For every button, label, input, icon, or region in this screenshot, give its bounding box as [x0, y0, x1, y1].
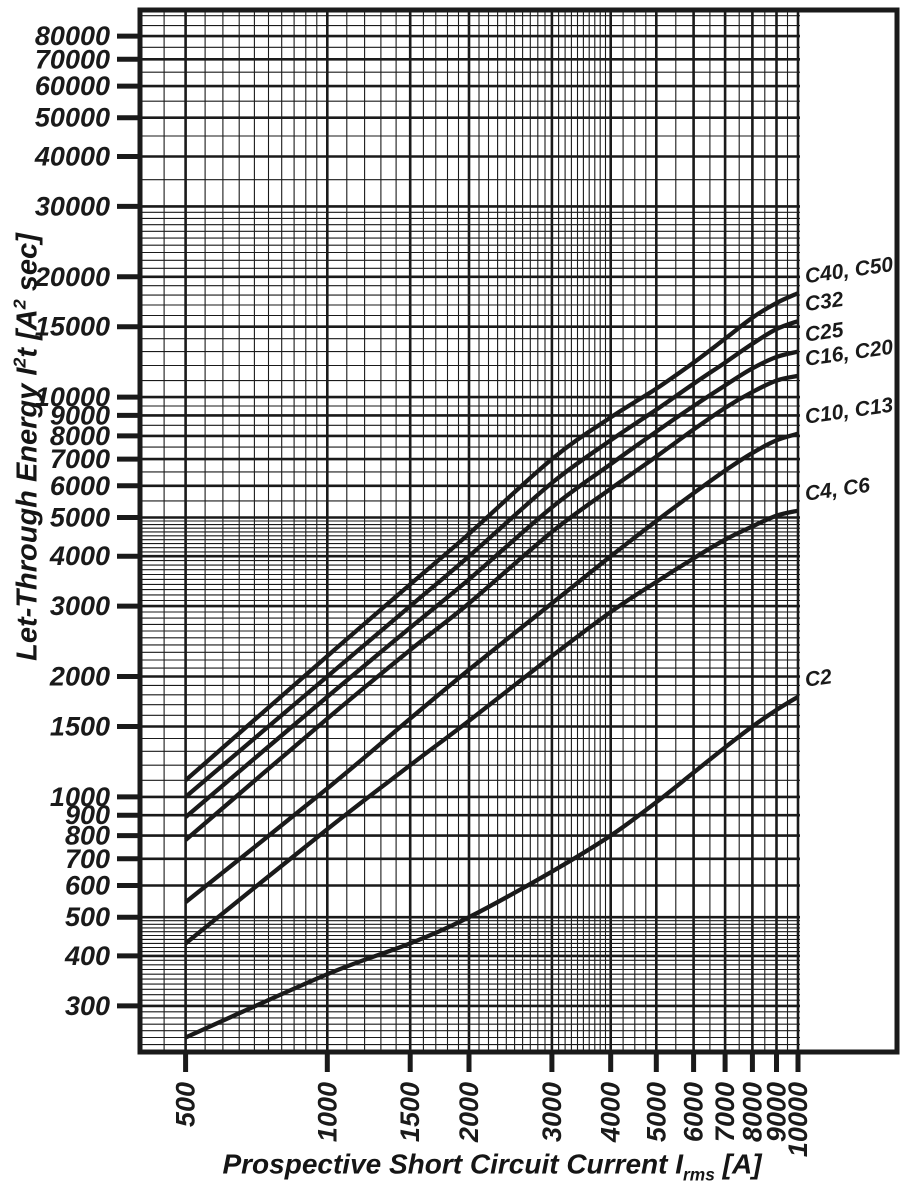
x-axis-title-text: Prospective Short Circuit Current I [222, 1148, 684, 1180]
x-tick-label: 1500 [395, 1082, 425, 1142]
curve-label: C40, C50 [803, 253, 894, 288]
x-tick-label: 6000 [679, 1082, 709, 1142]
y-tick-label: 4000 [49, 541, 110, 571]
x-tick-label: 7000 [710, 1082, 740, 1142]
x-tick-label: 4000 [596, 1082, 626, 1143]
y-tick-label: 1000 [50, 782, 110, 812]
y-axis-title-text: t [A [11, 309, 44, 358]
y-tick-label: 8000 [50, 421, 110, 451]
curve-label: C32 [803, 288, 845, 316]
x-axis-title-text: [A] [714, 1148, 762, 1180]
y-axis-superscript: 2 [9, 299, 30, 310]
y-tick-label: 900 [65, 800, 110, 830]
curve-c4-c6 [184, 508, 799, 946]
y-tick-label: 15000 [35, 312, 110, 342]
curve-c10-c13 [184, 431, 799, 904]
y-tick-label: 9000 [50, 400, 110, 430]
curves [184, 291, 800, 1040]
grid-major [140, 10, 800, 1052]
curve-c16-c20 [184, 373, 799, 842]
y-tick-label: 800 [65, 821, 110, 851]
y-tick-label: 500 [65, 902, 110, 932]
curve-label: C4, C6 [803, 474, 871, 506]
y-tick-label: 10000 [35, 382, 110, 412]
curve-c40-c50 [184, 291, 799, 782]
y-tick-label: 6000 [50, 471, 110, 501]
x-tick-label: 5000 [641, 1082, 671, 1142]
x-tick-label: 9000 [762, 1082, 792, 1142]
x-tick-label: 2000 [454, 1082, 484, 1143]
x-axis-subscript: rms [683, 1164, 715, 1185]
y-tick-label: 60000 [35, 71, 110, 101]
curve-c32 [184, 319, 799, 799]
x-tick-label: 3000 [537, 1082, 567, 1142]
y-axis-title-text: sec] [11, 233, 44, 300]
y-axis-title-text: Let-Through Energy I [11, 367, 44, 661]
y-tick-label: 70000 [35, 44, 110, 74]
curve-label: C25 [803, 318, 845, 346]
plot-frame [137, 7, 900, 1055]
y-tick-label: 20000 [34, 262, 110, 292]
y-tick-label: 300 [65, 991, 110, 1021]
y-tick-label: 80000 [35, 21, 110, 51]
y-tick-label: 50000 [35, 103, 110, 133]
x-tick-label: 10000 [783, 1082, 813, 1157]
frame [137, 7, 900, 1055]
y-axis-superscript: 2 [9, 357, 30, 368]
curve-label: C2 [803, 665, 833, 692]
x-tick-label: 500 [171, 1082, 201, 1127]
axis-ticks [117, 33, 801, 1072]
x-tick-label: 1000 [312, 1082, 342, 1142]
curve-c25 [184, 349, 799, 819]
y-tick-label: 7000 [50, 444, 110, 474]
x-tick-label: 8000 [737, 1082, 767, 1142]
y-tick-label: 3000 [50, 591, 110, 621]
y-tick-label: 400 [64, 941, 110, 971]
y-tick-label: 40000 [34, 142, 110, 172]
y-tick-label: 30000 [35, 191, 110, 221]
y-tick-label: 5000 [50, 503, 110, 533]
y-axis-title: Let-Through Energy I2t [A2 sec] [10, 233, 45, 661]
curve-c2 [184, 694, 800, 1040]
curve-label: C10, C13 [803, 393, 894, 428]
y-tick-label: 600 [65, 871, 110, 901]
y-tick-label: 2000 [49, 662, 110, 692]
x-tick-labels: 500 1000 1500 2000 3000 4000 5000 6000 700080009… [171, 1082, 813, 1157]
y-tick-label: 700 [65, 844, 110, 874]
x-axis-title: Prospective Short Circuit Current Irms [… [222, 1149, 761, 1186]
y-tick-label: 1500 [50, 712, 110, 742]
